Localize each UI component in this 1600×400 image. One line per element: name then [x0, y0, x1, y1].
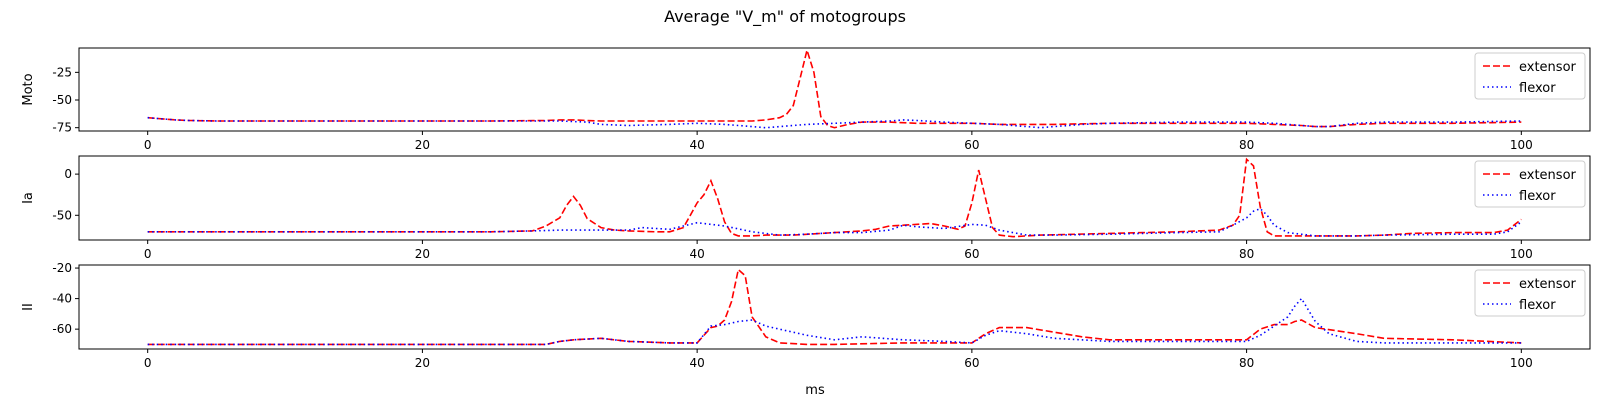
series-line-flexor [147, 116, 1522, 129]
legend: extensor flexor [1474, 269, 1586, 317]
x-tick-label: 60 [964, 247, 979, 261]
x-tick-label: 0 [144, 356, 152, 370]
x-tick-label: 40 [689, 247, 704, 261]
legend-label-extensor: extensor [1519, 277, 1577, 292]
axes-frame [78, 264, 1591, 350]
y-tick-label: -25 [52, 65, 72, 79]
x-tick-label: 40 [689, 138, 704, 152]
y-tick-label: -75 [52, 121, 72, 135]
subplots: 0 20 40 60 80 100-75-50-25Motoextensorflexor0… [21, 47, 1591, 370]
legend: extensor flexor [1474, 160, 1586, 208]
x-tick-label: 80 [1239, 247, 1254, 261]
axes-frame [78, 155, 1591, 241]
x-tick-label: 20 [415, 138, 430, 152]
y-axis-label: Moto [21, 73, 36, 105]
axes-frame [78, 47, 1591, 132]
y-tick-label: -50 [52, 93, 72, 107]
subplot-ia: 0 20 40 60 80 100 -50 0 Ia extensor flexor [21, 155, 1591, 261]
x-tick-label: 40 [689, 356, 704, 370]
y-tick-label: -50 [52, 208, 72, 222]
legend-label-flexor: flexor [1519, 298, 1556, 313]
legend-label-extensor: extensor [1519, 168, 1577, 183]
x-axis-label: ms [805, 383, 825, 398]
series-line-extensor [147, 157, 1522, 238]
x-tick-label: 20 [415, 247, 430, 261]
x-tick-label: 100 [1510, 138, 1533, 152]
x-tick-label: 60 [964, 356, 979, 370]
y-axis-label: Ia [21, 192, 36, 204]
x-tick-label: 80 [1239, 138, 1254, 152]
series-line-flexor [147, 297, 1522, 346]
x-tick-label: 60 [964, 138, 979, 152]
y-tick-label: -40 [52, 292, 72, 306]
x-tick-label: 100 [1510, 247, 1533, 261]
subplot-moto: 0 20 40 60 80 100 -75 -50 -25 Moto extensor flexor [21, 47, 1591, 152]
x-tick-label: 20 [415, 356, 430, 370]
y-tick-label: -60 [52, 322, 72, 336]
figure-title: Average "V_m" of motogroups [664, 7, 906, 27]
legend-label-extensor: extensor [1519, 60, 1577, 75]
y-tick-label: -20 [52, 261, 72, 275]
series-line-flexor [147, 207, 1522, 237]
x-tick-label: 0 [144, 138, 152, 152]
subplot-ii: 0 20 40 60 80 100 -60 -40 -20 II extensor flexor [21, 261, 1591, 370]
series-line-extensor [147, 268, 1522, 346]
x-tick-label: 100 [1510, 356, 1533, 370]
y-tick-label: 0 [64, 167, 72, 181]
x-tick-label: 80 [1239, 356, 1254, 370]
legend: extensor flexor [1474, 52, 1586, 100]
x-tick-label: 0 [144, 247, 152, 261]
series-line-extensor [147, 48, 1522, 129]
legend-label-flexor: flexor [1519, 81, 1556, 96]
legend-label-flexor: flexor [1519, 189, 1556, 204]
y-axis-label: II [21, 303, 36, 311]
